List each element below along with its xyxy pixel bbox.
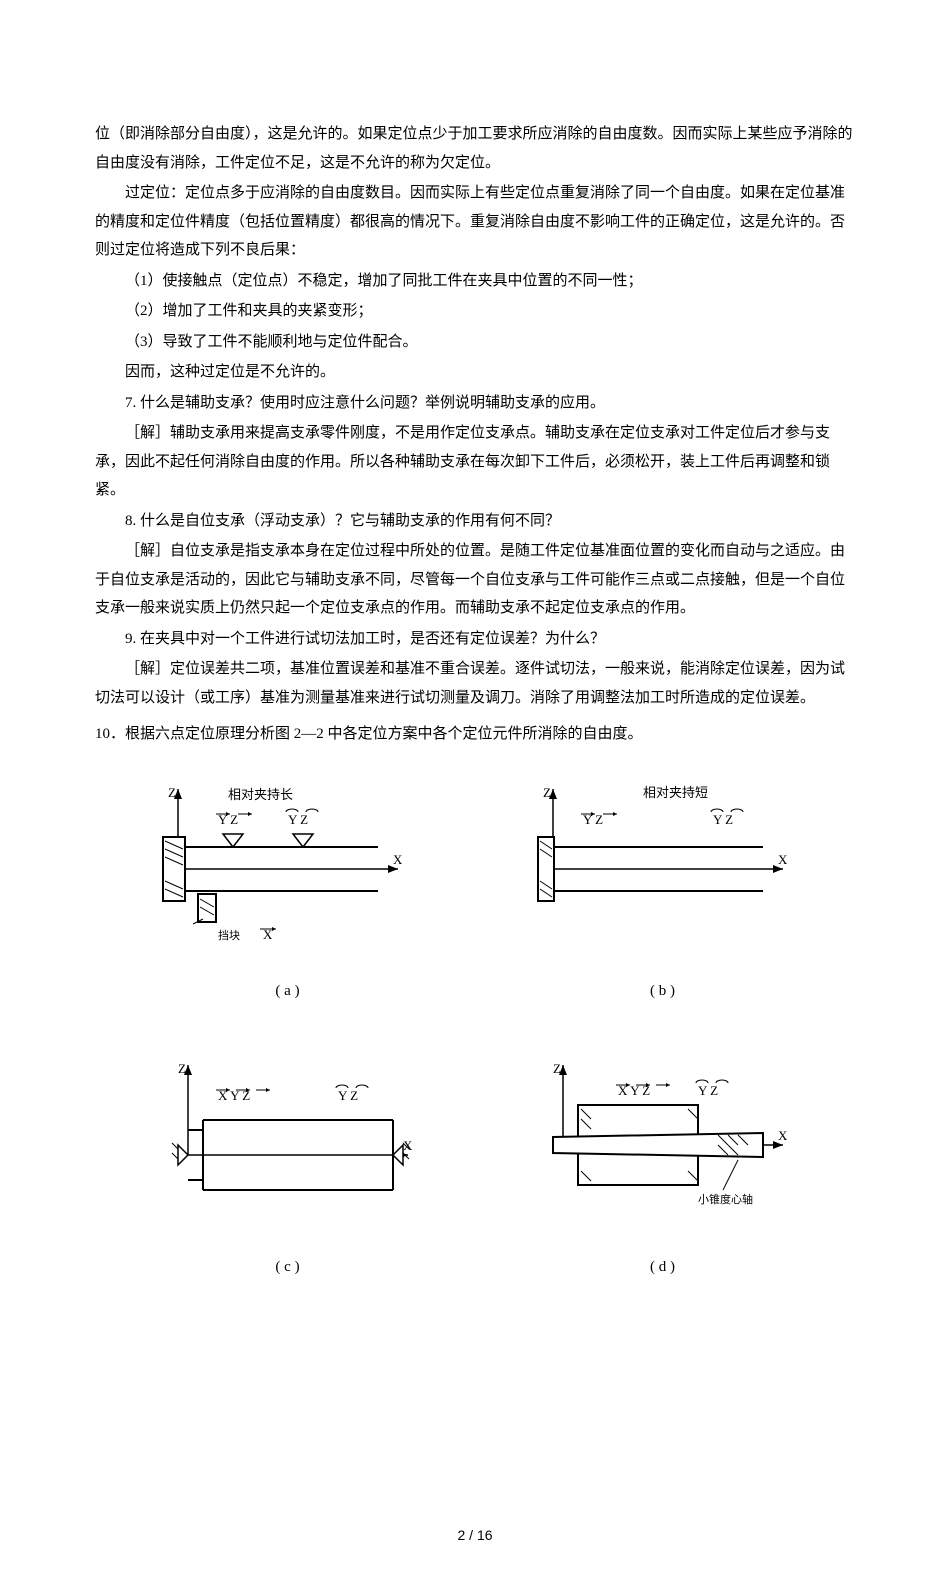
question-10: 10．根据六点定位原理分析图 2—2 中各定位方案中各个定位元件所消除的自由度。 xyxy=(95,720,855,749)
list-item-1: （1）使接触点（定位点）不稳定，增加了同批工件在夹具中位置的不同一性； xyxy=(95,267,855,296)
svg-text:Z: Z xyxy=(553,1061,561,1076)
svg-text:Y Z: Y Z xyxy=(698,1083,718,1098)
diagram-a: Z X 相对夹持长 Y Z Y Z xyxy=(115,769,460,1006)
svg-text:Y Z: Y Z xyxy=(288,812,308,827)
diagram-c-svg: Z X X Y Z Y Z xyxy=(148,1045,428,1245)
diagram-d: Z X X Y Z Y Z xyxy=(490,1045,835,1282)
svg-text:Y Z: Y Z xyxy=(338,1088,358,1103)
diagram-d-label: ( d ) xyxy=(650,1253,675,1282)
list-item-3: （3）导致了工件不能顺利地与定位件配合。 xyxy=(95,328,855,357)
answer-9: ［解］定位误差共二项，基准位置误差和基准不重合误差。逐件试切法，一般来说，能消除… xyxy=(95,655,855,712)
paragraph-1: 位（即消除部分自由度），这是允许的。如果定位点少于加工要求所应消除的自由度数。因… xyxy=(95,120,855,177)
diagram-b-label: ( b ) xyxy=(650,977,675,1006)
paragraph-3: 因而，这种过定位是不允许的。 xyxy=(95,358,855,387)
svg-text:X: X xyxy=(403,1138,413,1153)
svg-text:Z: Z xyxy=(178,1061,186,1076)
diagram-d-svg: Z X X Y Z Y Z xyxy=(523,1045,803,1245)
diagrams-grid: Z X 相对夹持长 Y Z Y Z xyxy=(115,769,835,1282)
answer-7: ［解］辅助支承用来提高支承零件刚度，不是用作定位支承点。辅助支承在定位支承对工件… xyxy=(95,419,855,505)
svg-text:相对夹持短: 相对夹持短 xyxy=(643,785,708,800)
diagram-b: Z X 相对夹持短 Y Z Y Z ( b ) xyxy=(490,769,835,1006)
svg-text:小锥度心轴: 小锥度心轴 xyxy=(698,1192,753,1206)
svg-text:Y Z: Y Z xyxy=(713,812,733,827)
diagram-a-svg: Z X 相对夹持长 Y Z Y Z xyxy=(148,769,428,969)
answer-8: ［解］自位支承是指支承本身在定位过程中所处的位置。是随工件定位基准面位置的变化而… xyxy=(95,537,855,623)
svg-text:X: X xyxy=(778,1128,788,1143)
diagram-c: Z X X Y Z Y Z xyxy=(115,1045,460,1282)
list-item-2: （2）增加了工件和夹具的夹紧变形； xyxy=(95,297,855,326)
diagram-b-svg: Z X 相对夹持短 Y Z Y Z xyxy=(523,769,803,969)
svg-text:Z: Z xyxy=(543,785,551,800)
page-footer: 2 / 16 xyxy=(95,1522,855,1549)
question-7: 7. 什么是辅助支承？使用时应注意什么问题？举例说明辅助支承的应用。 xyxy=(95,389,855,418)
svg-text:X: X xyxy=(393,852,403,867)
diagram-c-label: ( c ) xyxy=(275,1253,299,1282)
diagram-a-label: ( a ) xyxy=(275,977,299,1006)
svg-text:X: X xyxy=(778,852,788,867)
question-8: 8. 什么是自位支承（浮动支承）？它与辅助支承的作用有何不同？ xyxy=(95,507,855,536)
paragraph-2: 过定位：定位点多于应消除的自由度数目。因而实际上有些定位点重复消除了同一个自由度… xyxy=(95,179,855,265)
svg-text:挡块: 挡块 xyxy=(218,928,240,942)
question-9: 9. 在夹具中对一个工件进行试切法加工时，是否还有定位误差？为什么？ xyxy=(95,625,855,654)
svg-text:相对夹持长: 相对夹持长 xyxy=(228,787,293,802)
svg-text:Z: Z xyxy=(168,785,176,800)
